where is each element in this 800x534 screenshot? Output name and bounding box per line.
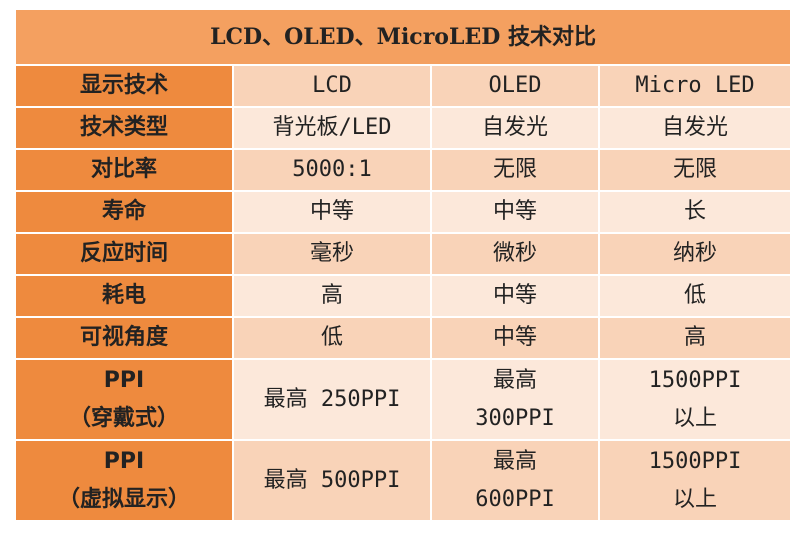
table-title: LCD、OLED、MicroLED 技术对比 xyxy=(13,8,793,66)
cell-line: 最高 xyxy=(492,367,537,393)
cell-line: 1500PPI xyxy=(648,448,742,474)
cell-line: 以上 xyxy=(673,405,718,431)
table-row: PPI （穿戴式） 最高 250PPI 最高 300PPI 1500PPI 以上 xyxy=(14,358,793,441)
cell: 5000:1 xyxy=(232,148,432,192)
cell: 微秒 xyxy=(430,232,600,276)
table-row: 对比率 5000:1 无限 无限 xyxy=(14,148,793,192)
cell-line: 600PPI xyxy=(475,486,555,512)
row-label: 显示技术 xyxy=(14,64,234,108)
cell: 高 xyxy=(597,316,793,360)
row-label: PPI （穿戴式） xyxy=(14,358,234,441)
cell: 中等 xyxy=(430,274,600,318)
cell-line: PPI xyxy=(103,367,145,393)
cell-line: 300PPI xyxy=(475,405,555,431)
table-row: 技术类型 背光板/LED 自发光 自发光 xyxy=(14,106,793,150)
table-row: 反应时间 毫秒 微秒 纳秒 xyxy=(14,232,793,276)
table-row: 耗电高中等低 xyxy=(14,274,793,318)
table: LCD、OLED、MicroLED 技术对比 显示技术 LCD OLED Micro … xyxy=(13,8,793,522)
cell: 最高 500PPI xyxy=(232,439,432,522)
cell: 最高 300PPI xyxy=(430,358,600,441)
cell: Micro LED xyxy=(597,64,793,108)
cell: 无限 xyxy=(430,148,600,192)
cell: OLED xyxy=(430,64,600,108)
cell-line: 最高 xyxy=(492,448,537,474)
cell-line: （虚拟显示） xyxy=(57,486,190,512)
cell-line: （穿戴式） xyxy=(68,405,179,431)
cell-line: 以上 xyxy=(673,486,718,512)
cell: 自发光 xyxy=(430,106,600,150)
comparison-table: LCD、OLED、MicroLED 技术对比 显示技术 LCD OLED Micro … xyxy=(13,8,793,522)
table-row: 可视角度低中等高 xyxy=(14,316,793,360)
cell: 中等 xyxy=(430,316,600,360)
cell: 中等 xyxy=(430,190,600,234)
cell: LCD xyxy=(232,64,432,108)
cell: 低 xyxy=(597,274,793,318)
cell: 中等 xyxy=(232,190,432,234)
table-row: 显示技术 LCD OLED Micro LED xyxy=(14,64,793,108)
row-label: 耗电 xyxy=(14,274,234,318)
row-label: 对比率 xyxy=(14,148,234,192)
cell: 毫秒 xyxy=(232,232,432,276)
row-label: 寿命 xyxy=(14,190,234,234)
row-label: PPI （虚拟显示） xyxy=(14,439,234,522)
cell: 纳秒 xyxy=(597,232,793,276)
row-label: 可视角度 xyxy=(14,316,234,360)
table-row: 寿命 中等 中等长 xyxy=(14,190,793,234)
cell: 最高 250PPI xyxy=(232,358,432,441)
cell-line: 1500PPI xyxy=(648,367,742,393)
cell: 最高 600PPI xyxy=(430,439,600,522)
cell: 自发光 xyxy=(597,106,793,150)
cell: 无限 xyxy=(597,148,793,192)
cell: 低 xyxy=(232,316,432,360)
cell: 1500PPI 以上 xyxy=(597,358,793,441)
cell: 1500PPI 以上 xyxy=(597,439,793,522)
row-label: 反应时间 xyxy=(14,232,234,276)
cell: 长 xyxy=(597,190,793,234)
cell-line: PPI xyxy=(103,448,145,474)
cell: 背光板/LED xyxy=(232,106,432,150)
row-label: 技术类型 xyxy=(14,106,234,150)
cell: 高 xyxy=(232,274,432,318)
table-row: PPI （虚拟显示） 最高 500PPI 最高 600PPI 1500PPI 以上 xyxy=(14,439,793,522)
